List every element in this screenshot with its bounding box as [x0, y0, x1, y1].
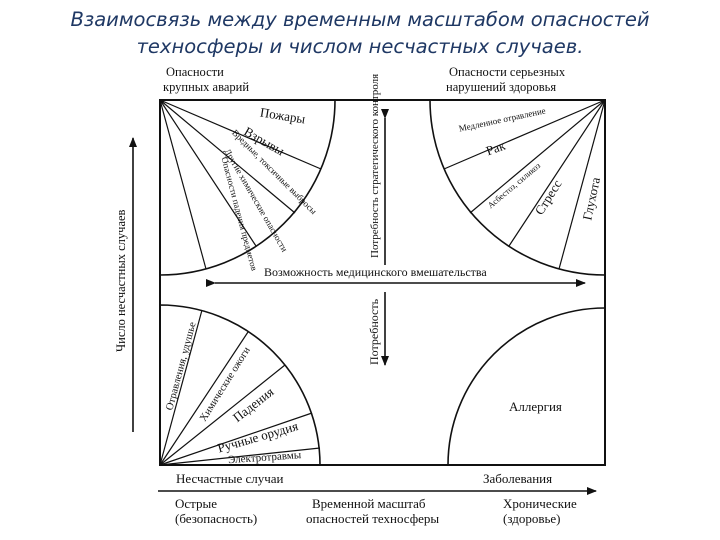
- quadrant-top-right: Медленное отравление Рак Асбестоз, силик…: [429, 99, 606, 276]
- label-stress: Стресс: [532, 177, 565, 218]
- label-allergy: Аллергия: [509, 399, 562, 414]
- label-need: Потребность: [367, 298, 381, 365]
- top-left-corner-line2: крупных аварий: [163, 80, 249, 94]
- top-right-corner-line2: нарушений здоровья: [446, 80, 556, 94]
- quadrant-top-left: Пожары Взрывы Вредные, токсичные выбросы…: [159, 99, 336, 276]
- label-timescale-hazards: опасностей техносферы: [306, 511, 439, 526]
- slide-title: Взаимосвязь между временным масштабом оп…: [0, 6, 720, 60]
- label-poisoning-suffocation: Отравления, удушье: [164, 321, 198, 412]
- title-line-1: Взаимосвязь между временным масштабом оп…: [70, 8, 650, 31]
- label-acute: Острые: [175, 496, 217, 511]
- diagram-frame: [159, 99, 606, 466]
- title-line-2: техносферы и числом несчастных случаев.: [136, 35, 584, 58]
- label-electrical-injuries: Электротравмы: [228, 449, 302, 466]
- label-medical-intervention: Возможность медицинского вмешательства: [264, 265, 487, 279]
- label-timescale: Временной масштаб: [312, 496, 426, 511]
- top-left-corner-line1: Опасности: [166, 65, 224, 79]
- label-asbestosis: Асбестоз, силикоз: [485, 160, 542, 210]
- label-slow-poisoning: Медленное отравление: [458, 105, 547, 133]
- label-chronic-health: (здоровье): [503, 511, 561, 526]
- label-cancer: Рак: [484, 137, 508, 158]
- quadrant-bottom-right: Аллергия: [447, 307, 606, 466]
- label-chronic: Хронические: [503, 496, 577, 511]
- label-diseases: Заболевания: [483, 471, 552, 486]
- label-acute-safety: (безопасность): [175, 511, 257, 526]
- label-fires: Пожары: [259, 105, 307, 127]
- label-accidents-count: Число несчастных случаев: [114, 209, 128, 352]
- label-accidents: Несчастные случаи: [176, 471, 284, 486]
- top-right-corner-line1: Опасности серьезных: [449, 65, 566, 79]
- label-strategic-control: Потребность стратегического контроля: [369, 74, 381, 258]
- quadrant-bottom-left: Отравления, удушье Химические ожоги Паде…: [159, 304, 321, 466]
